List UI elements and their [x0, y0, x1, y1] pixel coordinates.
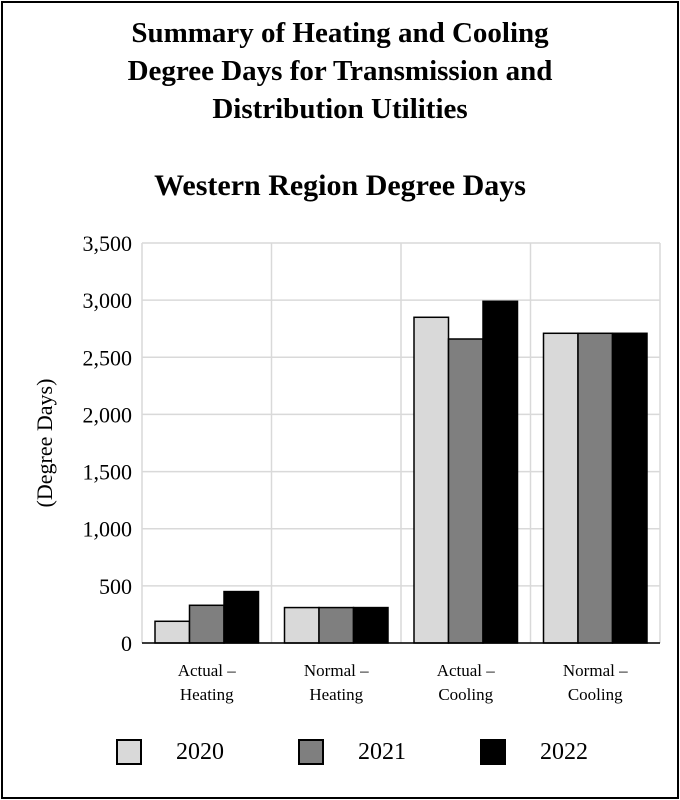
- y-tick-label: 1,500: [83, 460, 133, 485]
- bar-2022-2: [482, 300, 519, 644]
- bar-2020-2: [413, 316, 450, 644]
- x-tick-label: Normal –: [563, 661, 628, 680]
- legend-label-2022: 2022: [540, 739, 588, 765]
- x-tick-label: Actual –: [437, 661, 496, 680]
- legend-label-2020: 2020: [176, 739, 224, 765]
- y-tick-label: 3,000: [83, 288, 133, 313]
- x-tick-label: Actual –: [178, 661, 237, 680]
- bar-2022-0: [223, 590, 260, 644]
- legend-swatch-2022: [480, 739, 506, 765]
- bar-2020-3: [542, 332, 579, 644]
- legend-swatch-2020: [116, 739, 142, 765]
- bar-2021-3: [577, 332, 614, 644]
- chart-subtitle: Western Region Degree Days: [154, 169, 526, 202]
- bar-2021-0: [188, 604, 225, 644]
- x-tick-label: Cooling: [568, 685, 623, 704]
- chart-title: Summary of Heating and Cooling Degree Da…: [127, 17, 553, 125]
- y-tick-label: 2,000: [83, 402, 133, 427]
- bar-2020-0: [154, 620, 191, 644]
- bar-2021-2: [447, 338, 484, 644]
- bar-2022-1: [352, 606, 389, 644]
- x-tick-label: Cooling: [438, 685, 493, 704]
- legend-label-2021: 2021: [358, 739, 406, 765]
- x-tick-label: Normal –: [304, 661, 369, 680]
- bar-2020-1: [283, 606, 320, 644]
- y-tick-label: 3,500: [83, 231, 133, 256]
- x-tick-label: Heating: [309, 685, 363, 704]
- x-tick-label: Heating: [180, 685, 234, 704]
- bar-2021-1: [318, 606, 355, 644]
- y-tick-label: 0: [121, 631, 132, 656]
- bar-2022-3: [611, 332, 648, 644]
- y-tick-label: 500: [99, 574, 132, 599]
- legend-swatch-2021: [298, 739, 324, 765]
- y-tick-label: 1,000: [83, 517, 133, 542]
- y-axis-label: (Degree Days): [32, 379, 57, 508]
- y-tick-label: 2,500: [83, 345, 133, 370]
